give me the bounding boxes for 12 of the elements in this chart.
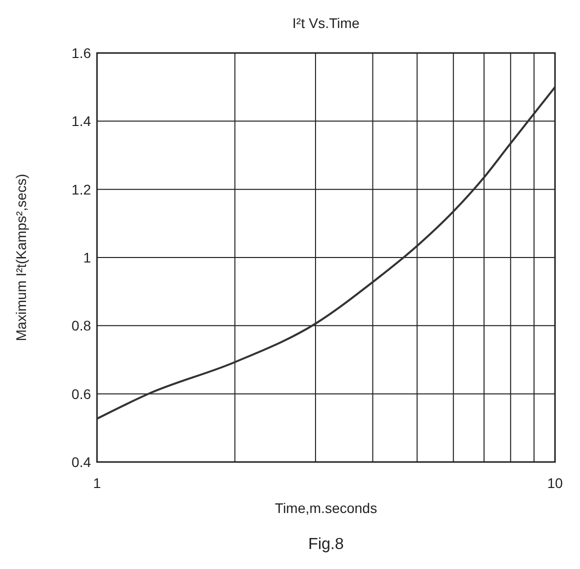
- y-tick-label: 1.6: [72, 45, 92, 61]
- y-tick-label: 1: [83, 250, 92, 266]
- caption: Fig.8: [308, 536, 344, 553]
- y-tick-label: 0.8: [72, 318, 92, 334]
- y-tick-label: 0.6: [72, 386, 92, 402]
- y-tick-label: 0.4: [72, 454, 92, 470]
- x-axis-title: Time,m.seconds: [274, 500, 378, 516]
- x-tick-label: 10: [547, 475, 563, 491]
- y-tick-label: 1.2: [72, 181, 92, 198]
- chart-title: I²t Vs.Time: [292, 15, 360, 31]
- y-axis-title: Maximum I²t(Kamps²,secs): [13, 174, 29, 342]
- y-tick-label: 1.4: [72, 113, 92, 130]
